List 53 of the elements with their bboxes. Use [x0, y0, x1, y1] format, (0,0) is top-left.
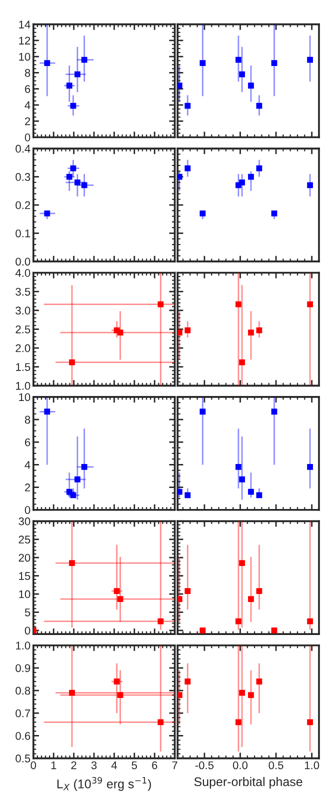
y-tick-label: 1.5 [16, 363, 30, 371]
y-tick-label: 10 [19, 590, 30, 598]
y-tick-label: 0.9 [16, 664, 30, 672]
y-tick-label: 4 [24, 101, 30, 110]
y-tick-label: 10 [19, 393, 30, 402]
x-tick-label: 4 [111, 761, 117, 770]
y-tick-label: 0.0 [16, 258, 30, 266]
y-tick-label: 14 [19, 20, 30, 28]
y-tick-label: 10 [19, 52, 30, 61]
y-tick-label: 30 [18, 517, 30, 526]
x-tick-label: -0.5 [195, 761, 214, 770]
y-tick-label: 8 [24, 68, 30, 77]
y-tick-label: 0 [24, 506, 30, 514]
x-tick-label: 1.0 [304, 761, 320, 770]
y-tick-label: 3.0 [16, 306, 30, 315]
y-tick-label: 5 [24, 608, 30, 616]
y-tick-label: 2 [25, 484, 30, 492]
y-tick-label: 8 [24, 416, 30, 424]
x-tick-label: 7 [172, 761, 178, 770]
y-tick-label: 25 [18, 536, 30, 544]
y-tick-label: 2 [25, 117, 30, 126]
x-axis-title: Super-orbital phase [194, 776, 302, 789]
x-tick-label: 1 [51, 761, 56, 770]
x-tick-label: 0.0 [232, 761, 248, 770]
y-tick-label: 6 [25, 85, 30, 93]
x-tick-label: 0.5 [268, 761, 284, 770]
x-tick-label: 3 [91, 761, 97, 770]
y-tick-label: 1.0 [16, 382, 30, 390]
y-tick-label: 15 [19, 572, 30, 580]
y-tick-label: 0.6 [16, 732, 30, 740]
y-tick-label: 4.0 [15, 269, 30, 277]
y-tick-label: 0.1 [16, 229, 30, 238]
x-axis-title: L$_{X}$ (10$^{39}$ erg s$^{−1}$) [57, 776, 151, 791]
x-tick-label: 5 [132, 761, 138, 770]
y-tick-label: 12 [19, 36, 30, 44]
y-tick-label: 0.5 [16, 754, 30, 762]
x-tick-label: 6 [152, 761, 158, 770]
y-tick-label: 1.0 [16, 642, 30, 650]
y-tick-label: 3.5 [16, 288, 30, 296]
y-tick-label: 6 [25, 438, 30, 446]
x-tick-label: 2 [71, 761, 76, 770]
y-tick-label: 4 [24, 461, 30, 469]
y-tick-label: 0.3 [16, 173, 30, 181]
y-tick-label: 2.0 [16, 344, 30, 352]
y-tick-label: 20 [18, 554, 30, 562]
y-tick-label: 0.2 [16, 201, 30, 210]
y-tick-label: 0.8 [16, 686, 30, 695]
y-tick-label: 0 [24, 134, 30, 142]
y-tick-label: 0.7 [16, 709, 30, 718]
y-tick-label: 0 [24, 626, 30, 635]
y-tick-label: 2.5 [16, 325, 30, 334]
y-tick-label: 0.4 [16, 144, 30, 153]
x-tick-label: 0 [30, 761, 36, 770]
